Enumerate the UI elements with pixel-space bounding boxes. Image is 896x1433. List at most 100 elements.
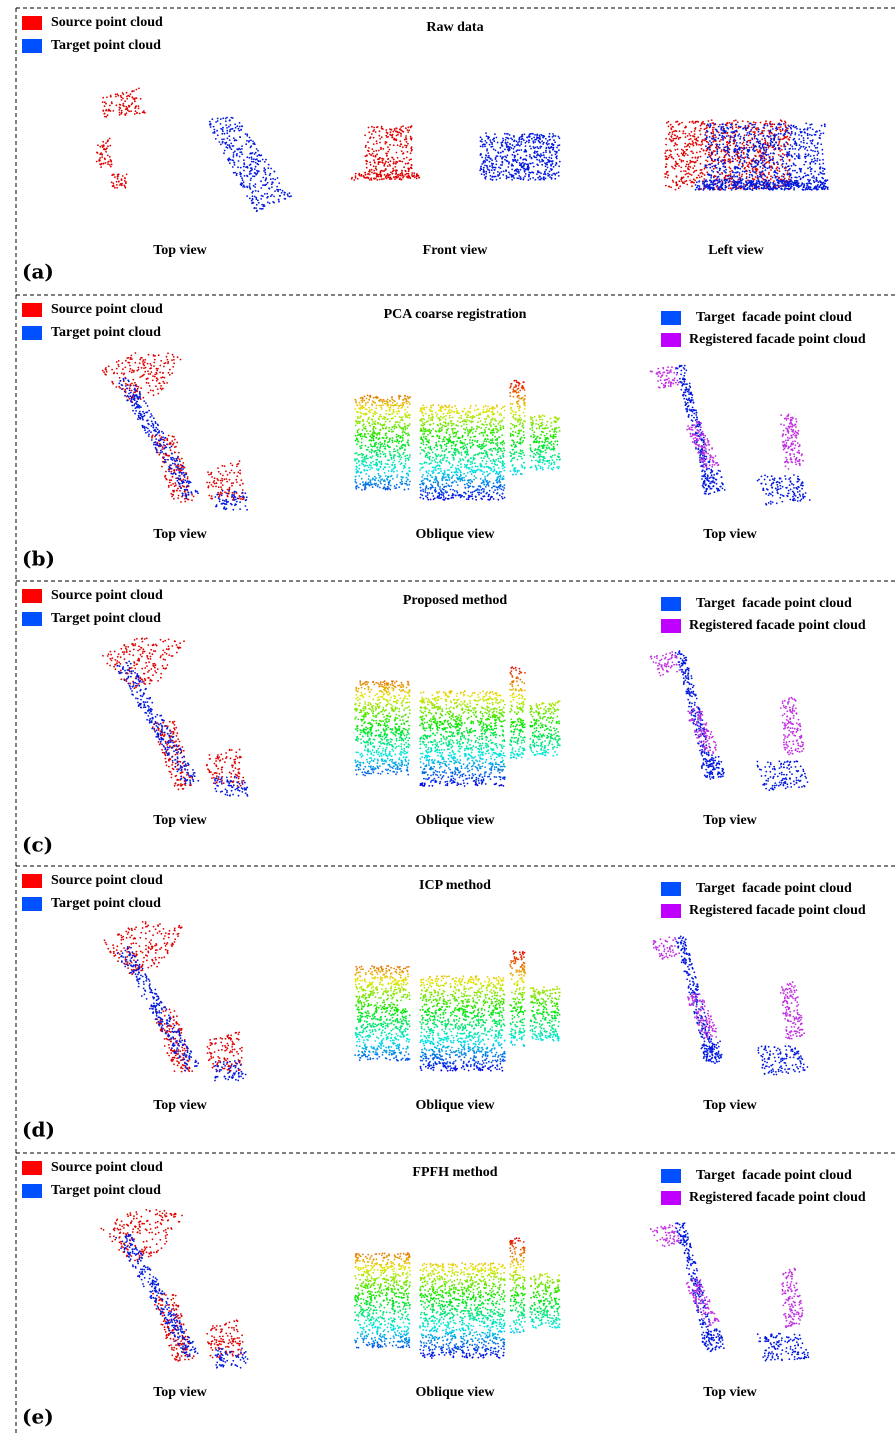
point <box>734 176 736 178</box>
point <box>760 147 762 149</box>
point <box>246 156 248 158</box>
point <box>239 149 241 151</box>
legend-swatch <box>22 326 42 340</box>
point <box>378 438 380 440</box>
point <box>486 135 488 137</box>
point <box>185 493 187 495</box>
point <box>396 436 398 438</box>
point <box>190 491 192 493</box>
point <box>384 484 386 486</box>
point <box>788 181 790 183</box>
point <box>379 434 381 436</box>
point <box>193 496 195 498</box>
point <box>380 148 382 150</box>
point <box>140 357 142 359</box>
point <box>534 134 536 136</box>
point <box>513 135 515 137</box>
point <box>234 139 236 141</box>
point <box>493 169 495 171</box>
point <box>821 149 823 151</box>
point <box>256 173 258 175</box>
point <box>814 151 816 153</box>
point <box>386 175 388 177</box>
point <box>235 479 237 481</box>
point <box>680 171 682 173</box>
point <box>714 139 716 141</box>
point <box>375 428 377 430</box>
point <box>138 416 140 418</box>
point <box>671 141 673 143</box>
point <box>390 160 392 162</box>
point <box>391 399 393 401</box>
point <box>518 178 520 180</box>
point <box>727 148 729 150</box>
point <box>385 413 387 415</box>
point <box>704 185 706 187</box>
point <box>228 126 230 128</box>
point <box>153 365 155 367</box>
point <box>396 427 398 429</box>
point <box>536 146 538 148</box>
point <box>694 165 696 167</box>
point <box>239 126 241 128</box>
point <box>393 448 395 450</box>
point <box>160 360 162 362</box>
point <box>818 181 820 183</box>
point <box>501 171 503 173</box>
point <box>694 180 696 182</box>
point <box>115 386 117 388</box>
point <box>708 154 710 156</box>
point <box>740 154 742 156</box>
point <box>752 187 754 189</box>
point <box>400 436 402 438</box>
point <box>362 425 364 427</box>
point <box>383 437 385 439</box>
point <box>827 187 829 189</box>
point <box>387 151 389 153</box>
point <box>407 127 409 129</box>
point <box>418 177 420 179</box>
point <box>666 158 668 160</box>
point <box>357 416 359 418</box>
point <box>172 476 174 478</box>
point <box>744 161 746 163</box>
point <box>259 160 261 162</box>
point <box>772 123 774 125</box>
point <box>222 490 224 492</box>
point <box>254 153 256 155</box>
point <box>711 142 713 144</box>
point <box>679 159 681 161</box>
point <box>761 139 763 141</box>
point <box>262 177 264 179</box>
point <box>227 147 229 149</box>
point <box>249 185 251 187</box>
point <box>716 146 718 148</box>
point <box>682 154 684 156</box>
point <box>226 503 228 505</box>
point <box>147 428 149 430</box>
point <box>555 162 557 164</box>
point <box>692 121 694 123</box>
point <box>550 164 552 166</box>
point <box>776 185 778 187</box>
point <box>375 156 377 158</box>
point <box>363 464 365 466</box>
point <box>254 168 256 170</box>
point <box>499 147 501 149</box>
point <box>379 179 381 181</box>
point <box>362 454 364 456</box>
point <box>711 163 713 165</box>
point <box>696 138 698 140</box>
point <box>368 478 370 480</box>
point <box>177 356 179 358</box>
point <box>677 148 679 150</box>
point <box>401 471 403 473</box>
point <box>807 184 809 186</box>
point <box>151 439 153 441</box>
point <box>373 402 375 404</box>
point <box>371 179 373 181</box>
point <box>393 411 395 413</box>
point <box>373 127 375 129</box>
point <box>253 161 255 163</box>
point <box>394 467 396 469</box>
